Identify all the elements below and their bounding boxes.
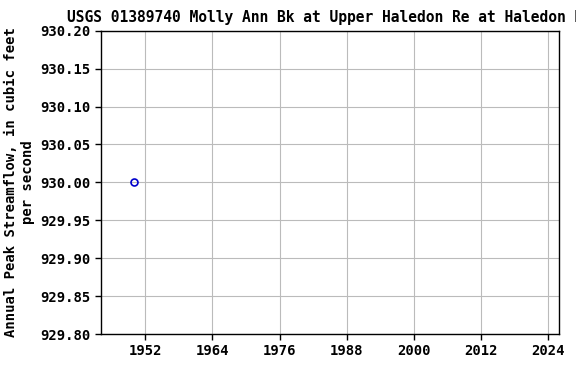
Title: USGS 01389740 Molly Ann Bk at Upper Haledon Re at Haledon NJ: USGS 01389740 Molly Ann Bk at Upper Hale… [67, 10, 576, 25]
Y-axis label: Annual Peak Streamflow, in cubic feet
per second: Annual Peak Streamflow, in cubic feet pe… [5, 28, 35, 337]
